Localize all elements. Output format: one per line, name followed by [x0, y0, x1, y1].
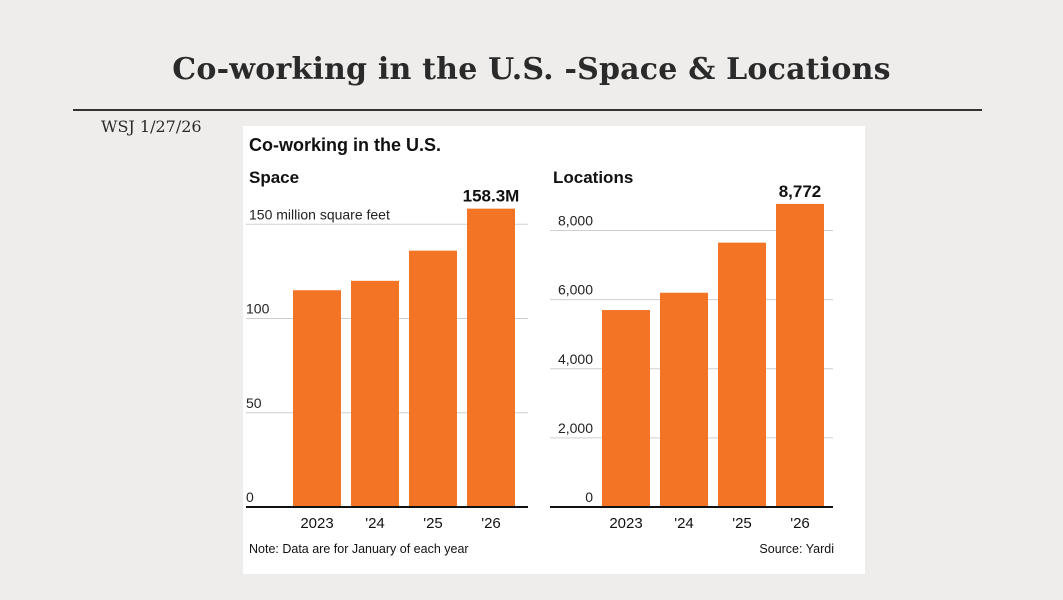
locations-ytick-label: 6,000	[558, 282, 593, 298]
locations-category-label: 2023	[609, 515, 642, 532]
space-category-label: '24	[365, 515, 385, 532]
space-ytick-label: 50	[246, 395, 262, 411]
locations-ytick-label: 2,000	[558, 420, 593, 436]
space-bar-0	[293, 290, 341, 507]
space-ytick-label: 100	[246, 301, 270, 317]
data-note: Note: Data are for January of each year	[249, 542, 469, 556]
title-divider	[73, 109, 982, 111]
locations-ytick-label: 4,000	[558, 351, 593, 367]
space-bar-3	[467, 208, 515, 507]
space-ytick-label: 0	[246, 489, 254, 505]
locations-bar-1	[660, 292, 708, 507]
locations-bar-2	[718, 242, 766, 507]
slide-title: Co-working in the U.S. -Space & Location…	[172, 52, 891, 87]
source-citation: WSJ 1/27/26	[101, 117, 202, 136]
space-category-label: '26	[481, 515, 501, 532]
chart-canvas: 0 50 100 150 million square feet 2023 '24 '25 1…	[246, 182, 833, 532]
locations-ytick-label: 0	[585, 489, 593, 505]
locations-category-label: '26	[790, 515, 810, 532]
space-chart-title: Space	[249, 168, 300, 187]
locations-bar-0	[602, 310, 650, 507]
space-value-label: 158.3M	[463, 187, 520, 206]
locations-category-label: '25	[732, 515, 752, 532]
locations-ytick-label: 8,000	[558, 213, 593, 229]
space-category-label: 2023	[300, 515, 333, 532]
space-category-label: '25	[423, 515, 443, 532]
locations-category-label: '24	[674, 515, 694, 532]
chart-heading: Co-working in the U.S.	[249, 135, 441, 155]
space-bar-1	[351, 280, 399, 507]
locations-chart-title: Locations	[553, 168, 634, 187]
locations-bar-3	[776, 203, 824, 507]
locations-value-label: 8,772	[779, 182, 822, 201]
space-unit-note: 150 million square feet	[249, 206, 390, 222]
chart-panel: 0 50 100 150 million square feet 2023 '24 '25 1…	[243, 126, 865, 574]
space-bar-2	[409, 250, 457, 507]
data-source: Source: Yardi	[759, 542, 834, 556]
